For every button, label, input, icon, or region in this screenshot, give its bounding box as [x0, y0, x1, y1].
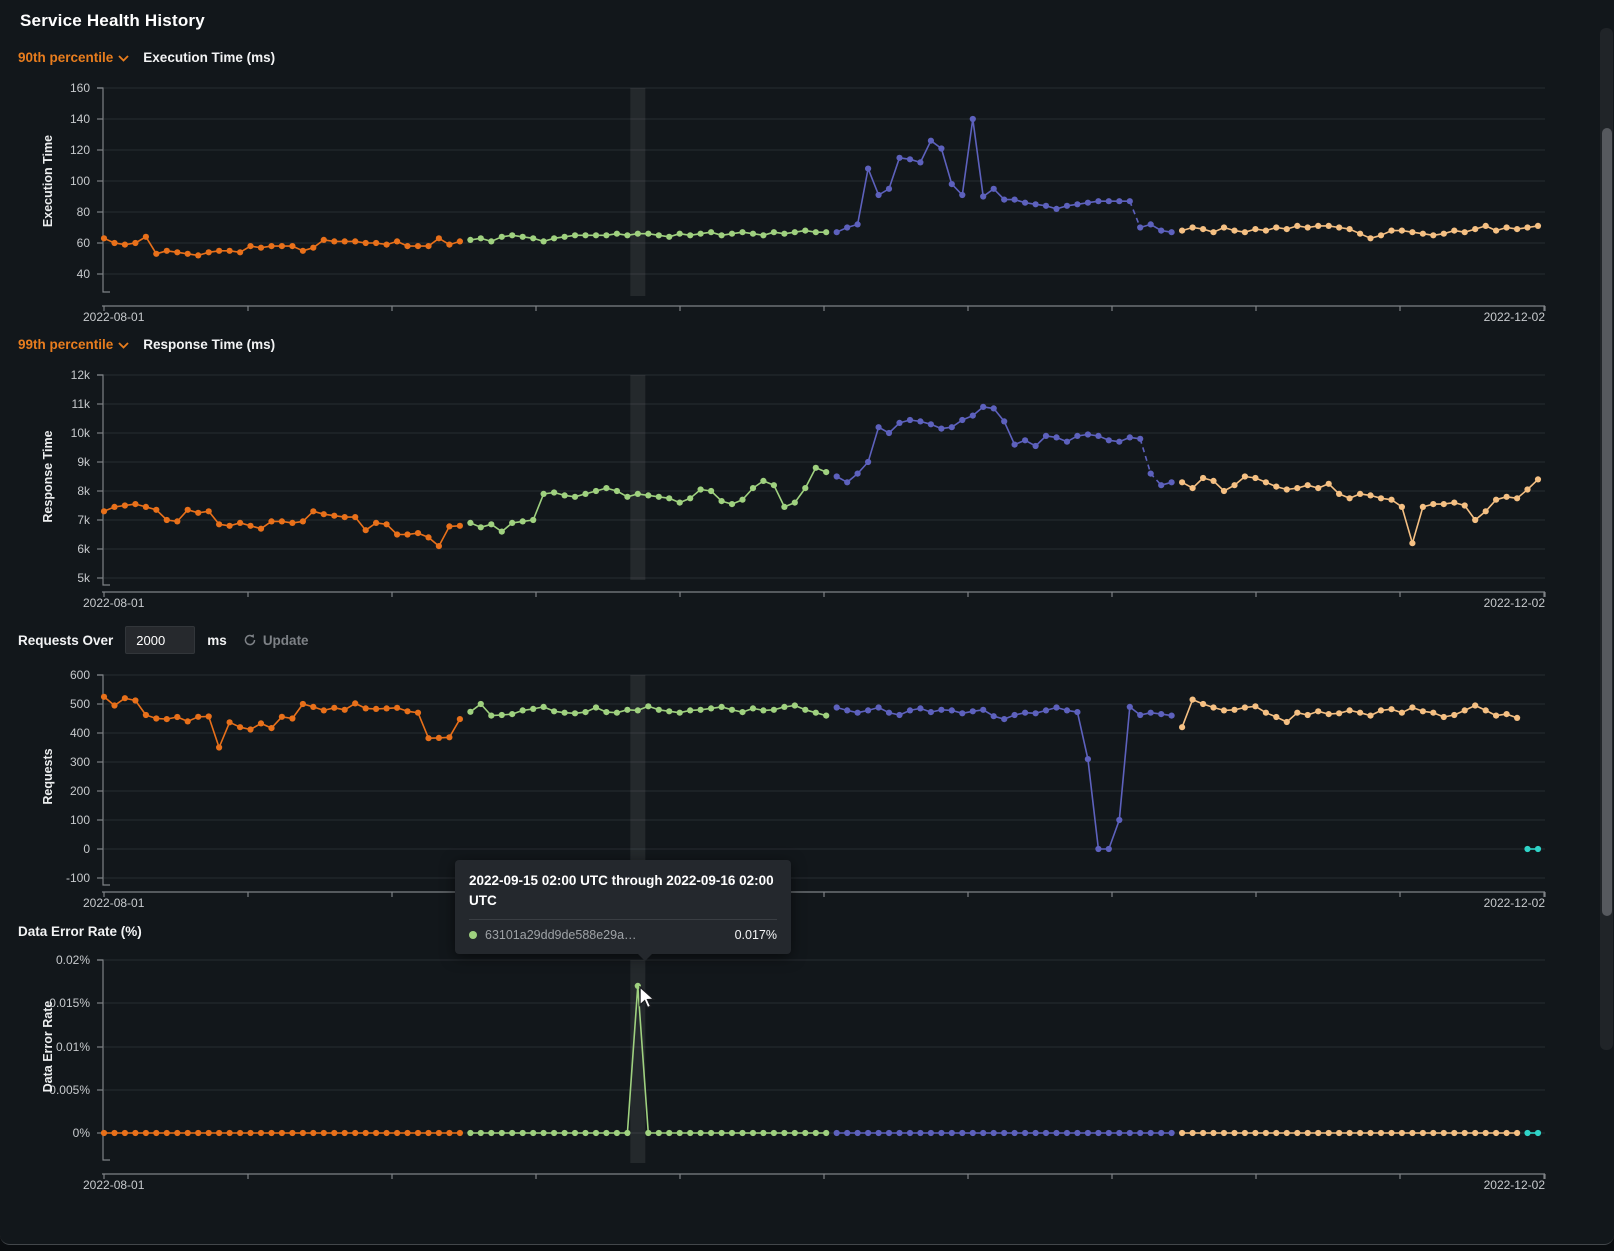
svg-text:-100: -100: [66, 871, 90, 885]
svg-text:2022-08-01: 2022-08-01: [83, 310, 145, 324]
svg-text:0.02%: 0.02%: [56, 953, 90, 967]
svg-text:200: 200: [70, 784, 90, 798]
percentile-selector-response[interactable]: 99th percentile: [18, 337, 129, 352]
svg-text:2022-08-01: 2022-08-01: [83, 596, 145, 610]
svg-text:0.01%: 0.01%: [56, 1040, 90, 1054]
svg-text:0.015%: 0.015%: [49, 996, 90, 1010]
tooltip-series-row: 63101a29dd9de588e29a… 0.017%: [469, 928, 777, 942]
requests-chart[interactable]: 600 500 400 300 200 100 0 -100 Requests 2022-08-0…: [0, 667, 1614, 915]
svg-text:400: 400: [70, 726, 90, 740]
svg-text:2022-08-01: 2022-08-01: [83, 896, 145, 910]
svg-text:80: 80: [77, 205, 91, 219]
svg-text:Data Error Rate: Data Error Rate: [41, 1001, 55, 1093]
response-time-chart[interactable]: 12k 11k 10k 9k 8k 7k 6k 5k Response Time 2022-08-…: [0, 367, 1614, 612]
svg-text:600: 600: [70, 668, 90, 682]
percentile-selector-execution[interactable]: 90th percentile: [18, 50, 129, 65]
svg-text:2022-12-02: 2022-12-02: [1484, 596, 1546, 610]
svg-text:12k: 12k: [71, 368, 91, 382]
svg-text:160: 160: [70, 81, 90, 95]
requests-over-input[interactable]: [125, 626, 196, 654]
svg-text:0%: 0%: [73, 1126, 91, 1140]
svg-text:100: 100: [70, 174, 90, 188]
update-button[interactable]: Update: [243, 633, 309, 648]
tooltip-series-label: 63101a29dd9de588e29a…: [485, 928, 637, 943]
svg-text:120: 120: [70, 143, 90, 157]
svg-text:8k: 8k: [77, 484, 91, 498]
tooltip-title: 2022-09-15 02:00 UTC through 2022-09-16 …: [469, 873, 774, 908]
svg-text:2022-12-02: 2022-12-02: [1484, 310, 1546, 324]
series-dot-icon: [469, 931, 477, 940]
svg-text:300: 300: [70, 755, 90, 769]
svg-text:0: 0: [83, 842, 90, 856]
chart-tooltip: 2022-09-15 02:00 UTC through 2022-09-16 …: [455, 860, 791, 962]
percentile-selector-label: 99th percentile: [18, 337, 114, 352]
tooltip-divider: [469, 919, 777, 921]
svg-text:Execution Time: Execution Time: [41, 135, 55, 227]
requests-over-unit: ms: [207, 632, 227, 648]
svg-text:2022-12-02: 2022-12-02: [1484, 896, 1546, 910]
percentile-selector-label: 90th percentile: [18, 50, 114, 65]
svg-text:100: 100: [70, 813, 90, 827]
response-time-header: 99th percentile Response Time (ms): [18, 337, 275, 352]
chart-title-response-time: Response Time (ms): [143, 337, 276, 352]
refresh-icon: [244, 634, 256, 646]
chart-title-data-error-rate: Data Error Rate (%): [18, 924, 142, 939]
svg-text:9k: 9k: [77, 455, 91, 469]
svg-text:0.005%: 0.005%: [49, 1083, 90, 1097]
chevron-down-icon: [118, 342, 129, 349]
requests-over-controls: Requests Over ms Update: [18, 625, 309, 655]
update-button-label: Update: [262, 632, 309, 648]
svg-text:Response Time: Response Time: [41, 430, 55, 522]
svg-text:10k: 10k: [71, 426, 91, 440]
svg-text:2022-12-02: 2022-12-02: [1484, 1178, 1546, 1192]
svg-text:2022-08-01: 2022-08-01: [83, 1178, 145, 1192]
chevron-down-icon: [118, 55, 129, 62]
svg-text:Requests: Requests: [41, 748, 55, 804]
svg-text:500: 500: [70, 697, 90, 711]
svg-text:5k: 5k: [77, 571, 91, 585]
svg-text:40: 40: [77, 267, 91, 281]
execution-time-chart[interactable]: 160 140 120 100 80 60 40 Execution Time 2022-08-…: [0, 80, 1614, 325]
svg-text:7k: 7k: [77, 513, 91, 527]
data-error-rate-chart[interactable]: 0.02% 0.015% 0.01% 0.005% 0% Data Error Rate 2…: [0, 952, 1614, 1197]
svg-text:60: 60: [77, 236, 91, 250]
svg-text:140: 140: [70, 112, 90, 126]
chart-title-execution-time: Execution Time (ms): [143, 50, 276, 65]
page-title: Service Health History: [20, 11, 205, 30]
svg-text:6k: 6k: [77, 542, 91, 556]
vertical-scrollbar-thumb[interactable]: [1601, 128, 1612, 916]
tooltip-series-value: 0.017%: [734, 928, 777, 943]
execution-time-header: 90th percentile Execution Time (ms): [18, 50, 275, 65]
svg-text:11k: 11k: [72, 397, 91, 411]
requests-over-label: Requests Over: [18, 632, 114, 648]
